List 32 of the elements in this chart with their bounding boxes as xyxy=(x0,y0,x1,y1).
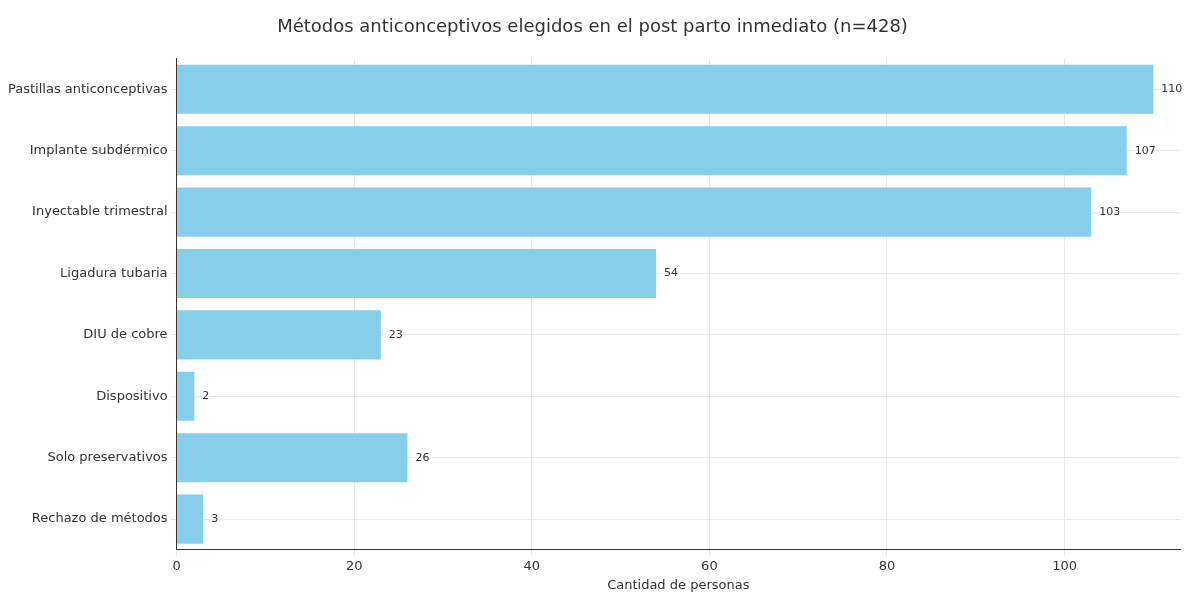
y-tick-label: Rechazo de métodos xyxy=(31,510,168,526)
x-tick-label: 60 xyxy=(701,557,718,573)
x-tick-label: 80 xyxy=(878,557,896,573)
data-label: 54 xyxy=(664,266,679,280)
y-tick-label: Solo preservativos xyxy=(47,449,168,465)
bar xyxy=(177,126,1127,176)
y-tick-label: Dispositivo xyxy=(96,387,168,403)
data-label: 2 xyxy=(202,389,210,403)
data-label: 23 xyxy=(388,327,403,341)
y-tick-label: Ligadura tubaria xyxy=(60,264,168,280)
bar xyxy=(177,187,1092,237)
data-label: 103 xyxy=(1099,204,1121,218)
y-tick-label: Pastillas anticonceptivas xyxy=(8,80,168,96)
bar xyxy=(177,310,381,360)
y-tick-label: DIU de cobre xyxy=(83,326,168,342)
bar xyxy=(177,371,195,421)
x-tick-label: 100 xyxy=(1052,557,1077,573)
x-tick-label: 0 xyxy=(172,557,181,573)
chart-title: Métodos anticonceptivos elegidos en el post parto inmediato (n=428) xyxy=(277,15,908,37)
x-axis-title: Cantidad de personas xyxy=(607,576,750,592)
bar xyxy=(177,494,204,544)
x-tick-label: 20 xyxy=(345,557,363,573)
y-tick-label: Inyectable trimestral xyxy=(32,203,168,219)
bar xyxy=(177,248,657,299)
data-label: 26 xyxy=(415,450,430,464)
data-label: 110 xyxy=(1161,82,1183,96)
bar xyxy=(177,64,1154,114)
data-label: 107 xyxy=(1134,143,1156,157)
data-label: 3 xyxy=(211,511,219,525)
x-tick-label: 40 xyxy=(523,557,541,573)
y-tick-label: Implante subdérmico xyxy=(29,142,168,158)
bar xyxy=(177,433,408,483)
